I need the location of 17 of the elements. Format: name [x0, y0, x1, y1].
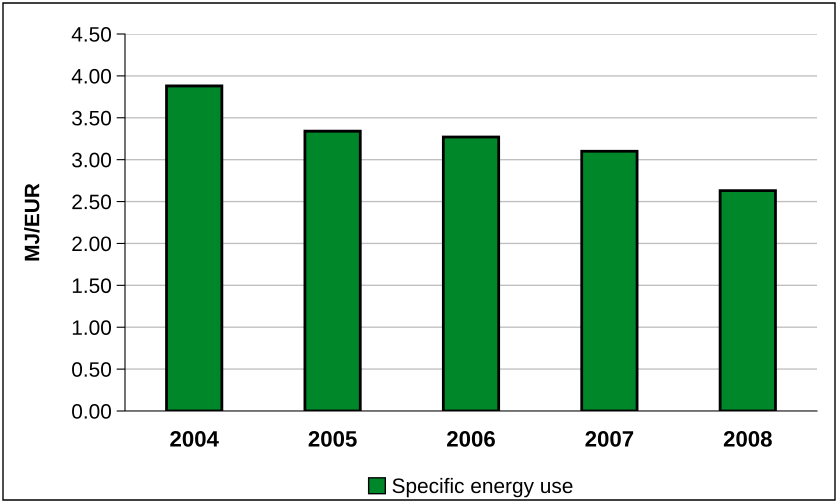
- legend-label: Specific energy use: [392, 478, 572, 498]
- y-tick-label: 1.50: [72, 278, 111, 294]
- y-tick-label: 3.00: [72, 152, 111, 168]
- y-axis-title: MJ/EUR: [24, 184, 40, 260]
- y-tick-label: 4.00: [72, 68, 111, 84]
- y-tick-label: 4.50: [72, 27, 111, 42]
- y-tick-label: 3.50: [72, 110, 111, 126]
- y-tick-label: 0.50: [72, 362, 111, 377]
- x-tick-label: 2008: [724, 431, 772, 447]
- x-tick-label: 2007: [585, 431, 634, 447]
- y-tick-label: 2.00: [72, 236, 111, 252]
- y-tick-label: 0.00: [72, 404, 111, 419]
- y-tick-label: 1.00: [72, 320, 111, 335]
- x-tick-label: 2005: [308, 431, 357, 447]
- x-tick-label: 2006: [447, 431, 495, 447]
- x-tick-label: 2004: [170, 431, 219, 447]
- y-tick-label: 2.50: [72, 194, 111, 210]
